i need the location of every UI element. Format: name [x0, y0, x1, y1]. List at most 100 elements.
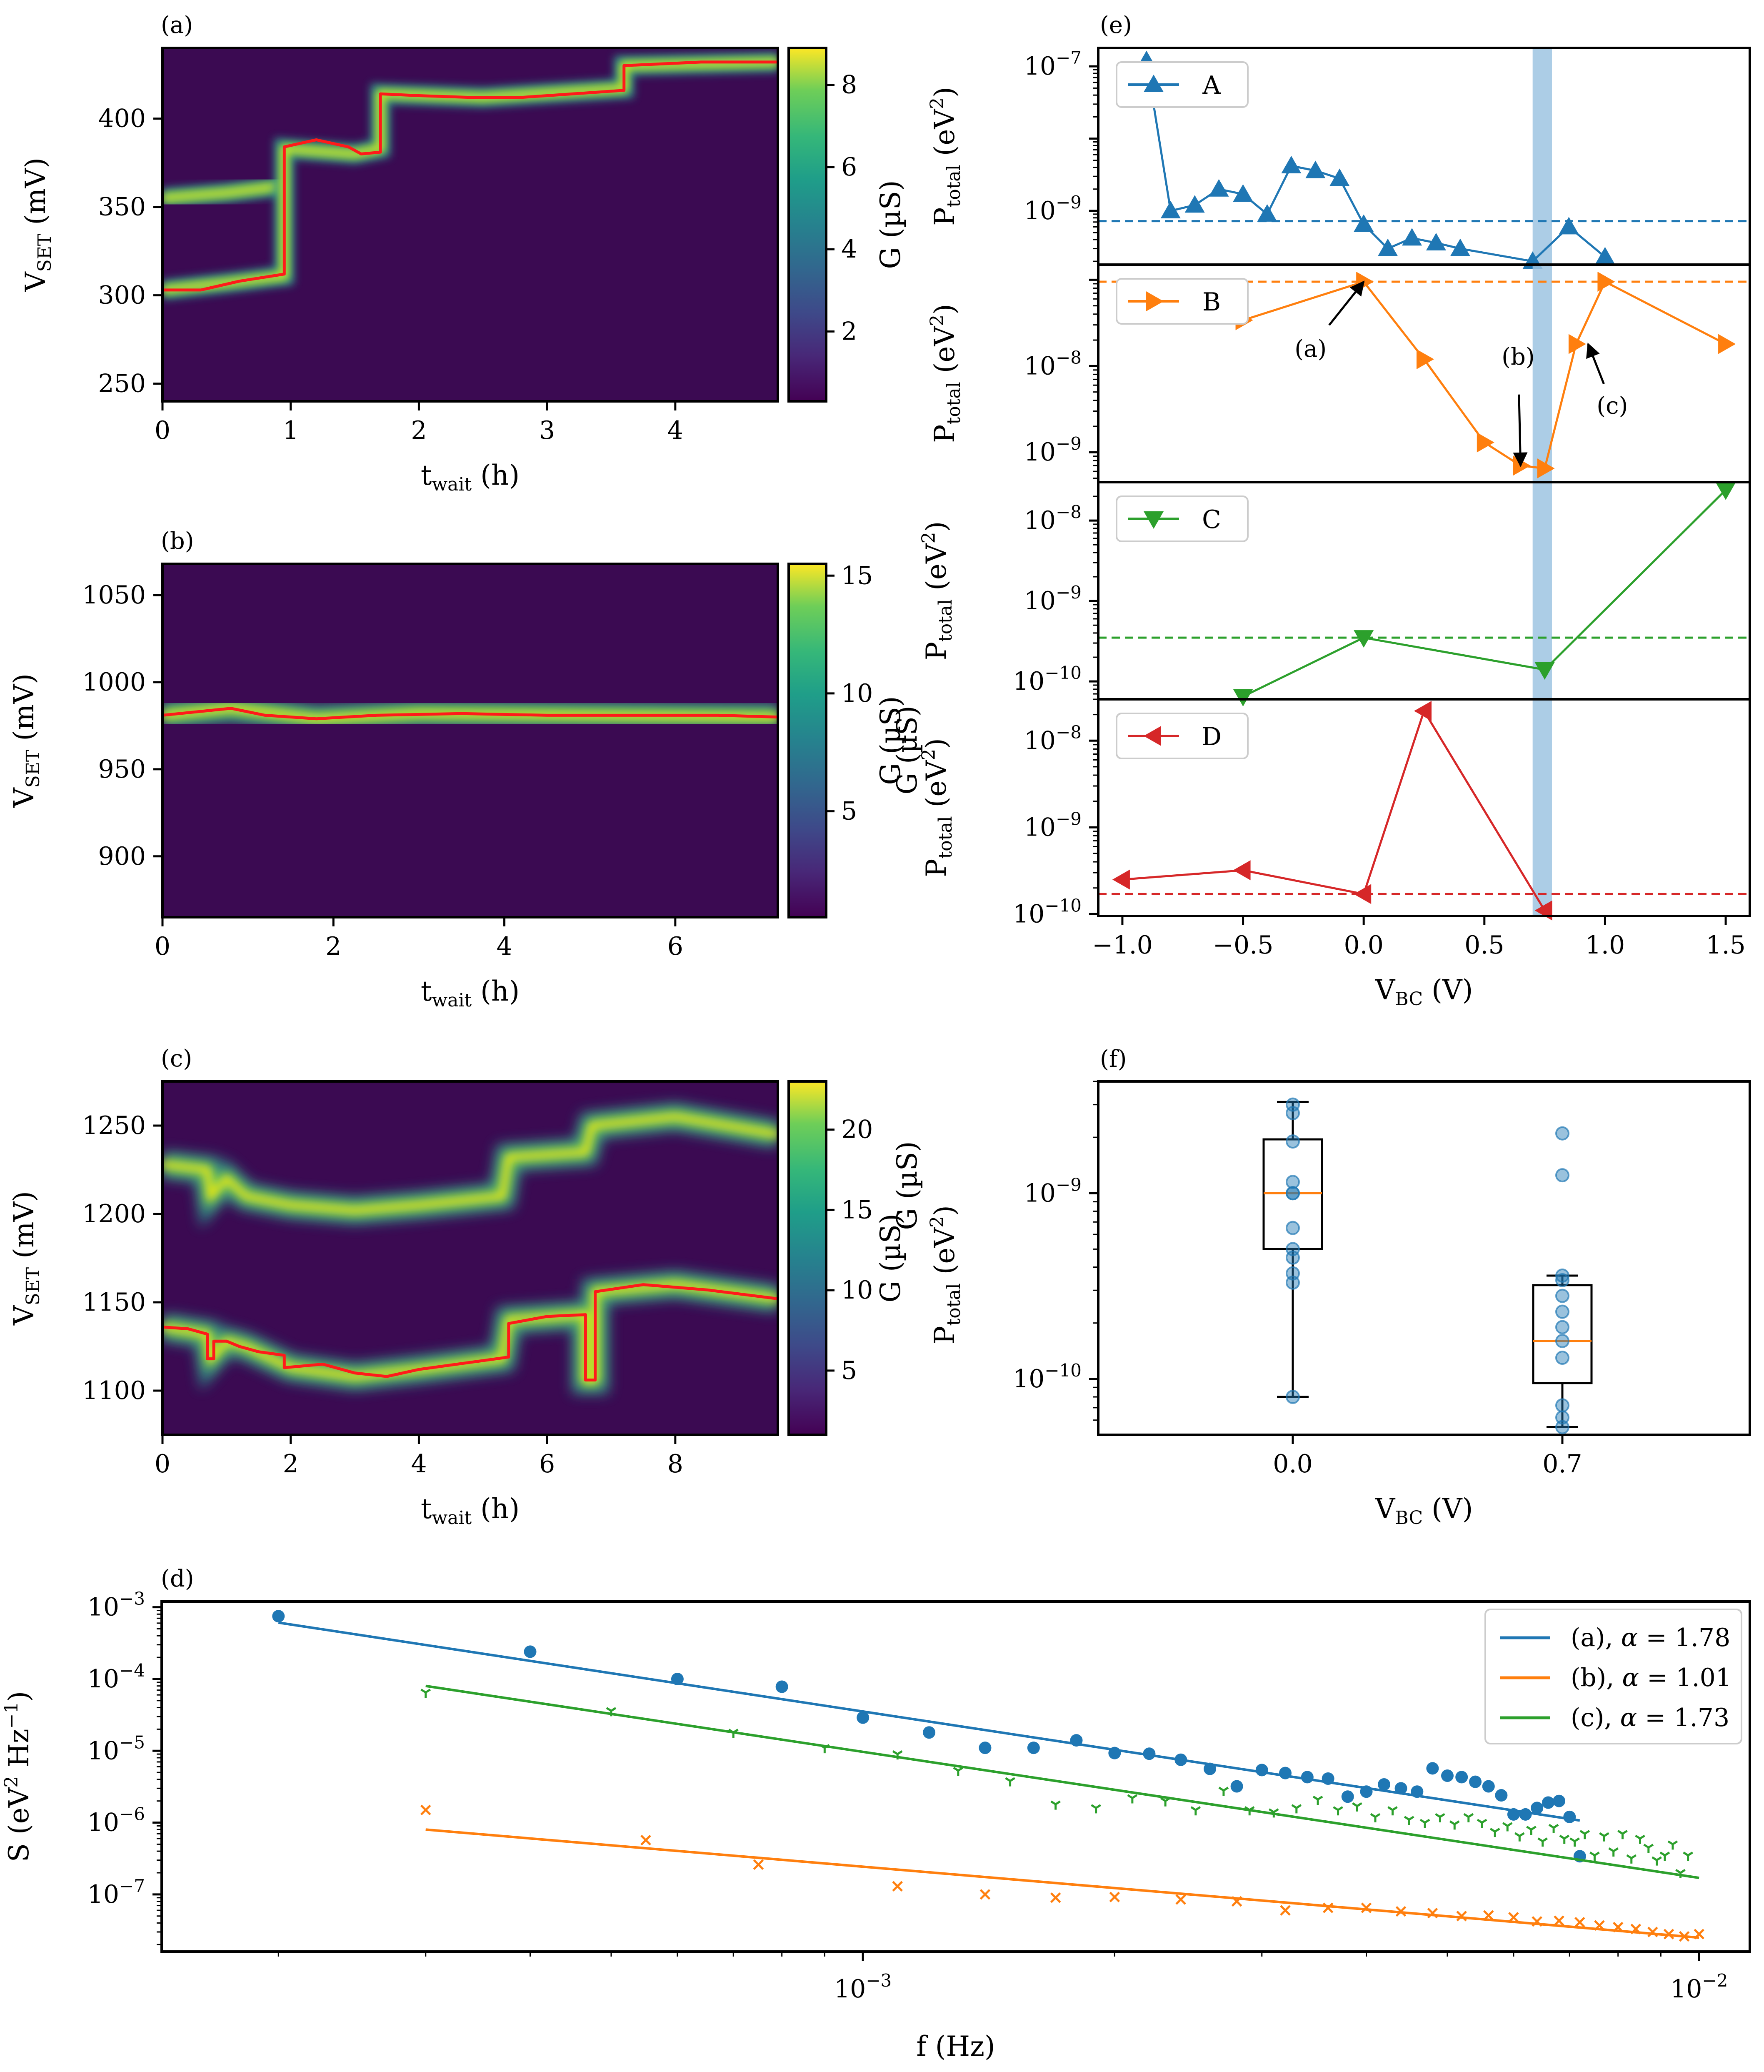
data-point — [1419, 1819, 1430, 1828]
data-point — [1482, 1780, 1495, 1793]
tick-base: 10 — [87, 1664, 119, 1694]
data-point — [1463, 1813, 1474, 1822]
label-end: ) — [929, 1205, 961, 1216]
data-point — [1091, 1804, 1101, 1814]
panel-label: (b) — [161, 528, 194, 555]
data-point — [1716, 482, 1736, 500]
data-point — [1508, 1912, 1519, 1923]
fit-line — [425, 1828, 1699, 1939]
tick-base: 10 — [1013, 899, 1044, 928]
data-point — [1301, 1771, 1314, 1784]
colorbar-tick-label: 8 — [841, 70, 857, 100]
legend-box — [1116, 713, 1249, 759]
data-point — [1190, 1806, 1201, 1816]
data-point — [1286, 1106, 1300, 1121]
panel-label: (c) — [161, 1045, 192, 1072]
label-unit: (h) — [472, 1493, 520, 1525]
colorbar-tick-label: 10 — [841, 679, 873, 708]
data-point — [1489, 1827, 1500, 1837]
x-tick-label: 2 — [283, 1449, 299, 1479]
y-tick-label: 10−9 — [1024, 1174, 1082, 1208]
data-point — [728, 1729, 739, 1738]
x-tick-label: 3 — [539, 416, 555, 445]
y-axis-label: S (eV2 Hz−1) — [1, 1691, 35, 1862]
data-point — [1555, 1320, 1569, 1334]
y-tick-label: 10−9 — [1024, 192, 1082, 225]
data-point — [753, 1859, 764, 1870]
y-tick-label: 1050 — [82, 581, 146, 610]
data-point — [1233, 860, 1251, 881]
label-subscript: BC — [1395, 988, 1423, 1010]
annotation-arrow — [1328, 280, 1365, 326]
y-tick-label: 950 — [98, 755, 146, 784]
data-point — [1411, 1785, 1424, 1798]
label-unit: (h) — [472, 975, 520, 1007]
data-point — [1555, 1268, 1569, 1283]
data-point — [1286, 1134, 1300, 1149]
legend-alpha-value: = 1.01 — [1639, 1663, 1732, 1692]
x-tick-label: 2 — [411, 416, 427, 445]
data-point — [1427, 1907, 1438, 1919]
data-point — [1559, 217, 1579, 235]
data-point — [1378, 1778, 1391, 1791]
legend-label: (c), α = 1.73 — [1571, 1703, 1729, 1732]
data-point — [1635, 1834, 1645, 1844]
y-tick-label: 10−8 — [1024, 347, 1082, 380]
label-end: ) — [929, 87, 961, 98]
legend-marker — [1144, 726, 1161, 746]
axis-label: VSET (mV) — [20, 158, 55, 292]
data-point — [1495, 1789, 1508, 1802]
tick-exponent: −8 — [1056, 502, 1082, 522]
tick-exponent: −9 — [1056, 808, 1082, 829]
axis-label: twait (h) — [421, 975, 520, 1011]
label-superscript: −1 — [1, 1702, 22, 1729]
data-point — [1291, 1804, 1302, 1814]
panel-a-heatmap: 0 1 2 3 4 250 300 350 400 twait (h) VSET (mV) (a) 2 4… — [20, 12, 907, 495]
panel-b-heatmap: 0 2 4 6 900 950 1000 1050 twait (h) VSET (mV) (b) 5… — [8, 528, 923, 1011]
annotation-arrow — [1586, 343, 1605, 385]
tick-base: 10 — [1013, 1364, 1044, 1394]
legend-alpha-symbol: α — [1620, 1703, 1637, 1732]
tick-exponent: −7 — [1056, 48, 1082, 68]
tick-base: 10 — [1024, 351, 1056, 380]
data-point — [420, 1689, 431, 1698]
label-superscript: 2 — [927, 98, 948, 109]
axis-label: VBC (V) — [1375, 974, 1473, 1010]
data-point — [1555, 1398, 1569, 1413]
colorbar-tick-label: 15 — [841, 561, 873, 590]
colorbar — [789, 48, 826, 401]
data-point — [1230, 1780, 1243, 1793]
label-subscript: total — [935, 816, 956, 858]
tick-base: 10 — [834, 1974, 866, 2004]
heatmap-content — [162, 52, 778, 300]
data-point — [1537, 1837, 1548, 1847]
legend-series-name: (b), — [1571, 1663, 1622, 1692]
tick-base: 10 — [1024, 52, 1056, 81]
label-subscript: total — [943, 1283, 964, 1326]
tick-exponent: −9 — [1056, 582, 1082, 603]
label-unit: (eV — [920, 543, 952, 599]
colorbar-tick-label: 5 — [841, 797, 857, 826]
data-point — [1218, 1787, 1229, 1796]
data-point — [1555, 1410, 1569, 1425]
data-point — [1555, 1289, 1569, 1303]
overlap-colorbar-label: G (µS) — [891, 1141, 923, 1230]
data-point — [1333, 1806, 1343, 1816]
legend-marker — [1146, 291, 1164, 311]
label-subscript: total — [943, 382, 964, 424]
data-point — [1555, 1420, 1569, 1434]
data-point — [1127, 1794, 1138, 1804]
axis-label: Ptotal (eV2) — [927, 87, 964, 226]
data-point — [1160, 200, 1181, 218]
data-point — [1555, 1334, 1569, 1348]
data-point — [1595, 247, 1615, 265]
data-point — [1718, 334, 1736, 354]
data-point — [1174, 1753, 1187, 1766]
legend-label: (a), α = 1.78 — [1571, 1623, 1730, 1652]
tick-exponent: −2 — [1702, 1970, 1728, 1991]
data-point — [1555, 1273, 1569, 1288]
data-point — [1354, 214, 1374, 232]
data-point — [1647, 1927, 1658, 1937]
colorbar-frame — [787, 563, 827, 918]
